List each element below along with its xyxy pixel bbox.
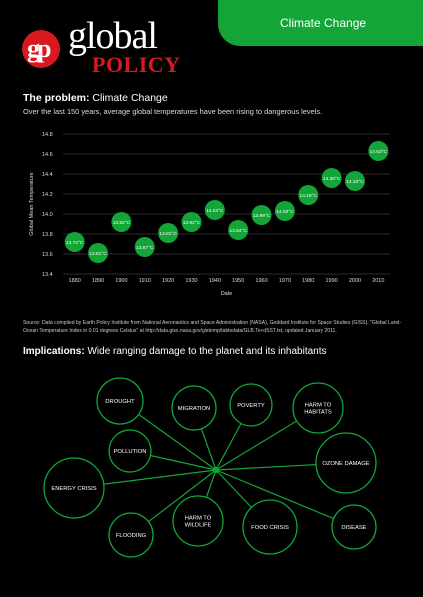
data-point-label: 14.36°C [323, 176, 341, 182]
implication-node [292, 382, 344, 434]
problem-heading-bold: The problem: [23, 92, 90, 104]
global-policy-logo: gp global POLICY [22, 15, 192, 78]
y-tick-label: 14.2 [42, 192, 53, 198]
y-tick-label: 14.8 [42, 132, 53, 138]
implication-label: ENERGY CRISIS [51, 486, 96, 492]
problem-heading: The problem: Climate Change [23, 92, 168, 104]
problem-subtitle: Over the last 150 years, average global … [23, 107, 323, 116]
data-point-label: 13.92°C [183, 220, 201, 226]
y-tick-label: 13.4 [42, 272, 53, 278]
data-point-label: 14.04°C [206, 208, 224, 214]
data-point-label: 13.67°C [136, 245, 154, 251]
x-tick-label: 2000 [349, 278, 361, 284]
implication-label: POVERTY [237, 403, 265, 409]
x-tick-label: 1970 [279, 278, 291, 284]
x-tick-label: 1890 [92, 278, 104, 284]
logo-circle [22, 30, 60, 68]
logo-word-policy: POLICY [92, 52, 181, 77]
data-point [158, 223, 179, 243]
data-point-label: 14.03°C [276, 209, 294, 215]
x-tick-label: 1920 [162, 278, 174, 284]
data-point-label: 14.33°C [346, 179, 364, 185]
connector-line [215, 469, 355, 528]
x-tick-label: 1930 [185, 278, 197, 284]
y-axis-label: Global Mean Temperature [29, 172, 35, 236]
x-tick-label: 1960 [255, 278, 267, 284]
implication-node [331, 504, 377, 550]
implications-heading: Implications: Wide ranging damage to the… [23, 346, 327, 357]
data-point [134, 237, 155, 257]
implication-node [108, 429, 152, 473]
data-point-label: 13.72°C [66, 240, 84, 246]
x-tick-label: 1990 [325, 278, 337, 284]
implication-node [171, 385, 217, 431]
implication-node [229, 383, 273, 427]
x-tick-label: 1980 [302, 278, 314, 284]
y-tick-label: 13.6 [42, 252, 53, 258]
implications-diagram: DROUGHT MIGRATION POVERTY HARM TO HABITATS PO… [43, 377, 377, 558]
data-point-label: 13.61°C [89, 251, 107, 257]
implication-label: POLLUTION [114, 449, 147, 455]
implication-node [43, 457, 105, 519]
implication-label: OZONE DAMAGE [322, 461, 369, 467]
data-point [251, 205, 272, 225]
data-point [111, 212, 132, 232]
header-tab: Climate Change [218, 0, 423, 46]
data-point [344, 171, 365, 191]
x-tick-label: 2010 [372, 278, 384, 284]
x-tick-label: 1950 [232, 278, 244, 284]
x-tick-label: 1880 [69, 278, 81, 284]
header-tab-label: Climate Change [280, 16, 367, 30]
logo-word-global: global [68, 15, 158, 57]
implication-node [172, 495, 224, 547]
data-point-label: 14.19°C [300, 193, 318, 199]
data-point [88, 243, 109, 263]
data-point-label: 13.92°C [113, 220, 131, 226]
x-axis-label: Date [221, 291, 233, 297]
y-tick-label: 14.6 [42, 152, 53, 158]
implication-node [242, 499, 298, 555]
implication-label: MIGRATION [178, 406, 210, 412]
data-point [64, 232, 85, 252]
problem-heading-rest: Climate Change [89, 92, 168, 104]
data-point-label: 13.99°C [253, 213, 271, 219]
data-point-label: 14.63°C [370, 149, 388, 155]
implication-node [96, 377, 144, 425]
implication-label: DROUGHT [105, 399, 135, 405]
implication-node [315, 432, 377, 494]
x-tick-label: 1900 [115, 278, 127, 284]
temperature-chart: 14.8 14.6 14.4 14.2 14.0 13.8 13.6 13.4 1880 1890… [29, 132, 390, 297]
x-tick-label: 1910 [139, 278, 151, 284]
implication-label: HARM TO WILDLIFE [185, 516, 212, 529]
data-point [204, 200, 225, 220]
hub-point [212, 466, 220, 474]
data-point [181, 212, 202, 232]
data-point [321, 168, 342, 188]
data-point-label: 13.84°C [229, 228, 247, 234]
data-point [274, 201, 295, 221]
x-tick-label: 1940 [209, 278, 221, 284]
y-tick-label: 14.0 [42, 212, 53, 218]
implication-label: FLOODING [116, 533, 147, 539]
data-point [298, 185, 319, 205]
source-note: Source: Data compiled by Earth Policy In… [23, 320, 402, 334]
data-point-label: 13.81°C [159, 231, 177, 237]
logo-mark: gp [27, 34, 52, 63]
y-tick-label: 13.8 [42, 232, 53, 238]
implication-label: FOOD CRISIS [251, 525, 289, 531]
y-tick-label: 14.4 [42, 172, 53, 178]
implication-label: HARM TO HABITATS [304, 403, 332, 416]
implication-label: DISEASE [341, 525, 366, 531]
implications-heading-bold: Implications: [23, 346, 85, 357]
data-point [228, 220, 249, 240]
implication-node [108, 512, 154, 558]
implications-heading-rest: Wide ranging damage to the planet and it… [84, 346, 327, 357]
data-point [368, 141, 389, 161]
